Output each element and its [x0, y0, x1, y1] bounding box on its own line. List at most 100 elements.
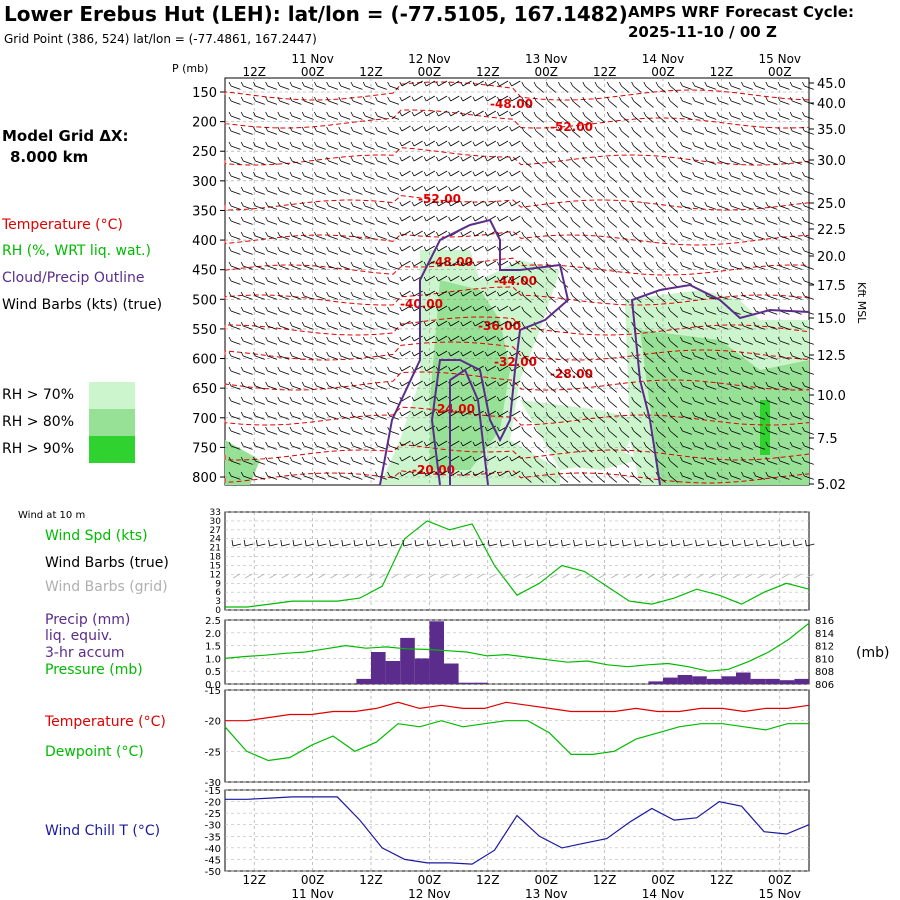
wind-barb-flag	[680, 381, 683, 387]
wind-barb-flag	[301, 171, 305, 177]
wind-barb	[804, 250, 814, 255]
wind-barb-flag	[643, 96, 647, 102]
wind-barb-flag	[631, 336, 634, 342]
wind-barb	[389, 130, 400, 135]
wind-barb-true	[513, 543, 522, 547]
wind-barb	[255, 115, 265, 120]
wind-barb	[365, 280, 375, 285]
wind-barb	[767, 190, 778, 195]
wind-barb	[621, 265, 630, 273]
legend-rh90-swatch	[89, 436, 135, 463]
wind-barb	[608, 370, 618, 378]
wind-barb-true	[330, 543, 339, 547]
wind-barb-flag	[411, 471, 415, 477]
wind-barb	[352, 115, 363, 120]
wind-barb-flag	[228, 231, 232, 237]
wind-barb	[669, 325, 679, 333]
wind-barb-flag	[509, 306, 512, 312]
wind-tick-label: 30	[210, 517, 222, 527]
wind-barb-flag	[240, 336, 244, 342]
wind-barb	[572, 235, 581, 243]
wind-barb-flag	[448, 216, 451, 222]
wind-barb-flag	[789, 426, 793, 432]
wind-barb-flag	[399, 291, 403, 297]
wind-barb-flag	[253, 141, 256, 147]
wind-barb-flag	[399, 246, 403, 252]
wind-barb	[792, 205, 802, 210]
wind-barb-flag	[789, 276, 793, 282]
wind-barb	[767, 310, 778, 315]
wind-barb	[230, 280, 241, 285]
wind-barb	[511, 275, 521, 282]
wind-barb-flag	[802, 396, 805, 402]
wind-barb-flag	[533, 456, 537, 462]
wind-barb-flag	[253, 156, 256, 162]
wind-barb	[645, 460, 654, 468]
wind-barb-flag	[680, 81, 683, 87]
wind-barb	[621, 190, 630, 198]
wind-barb	[779, 235, 790, 240]
wind-barb	[340, 205, 351, 210]
wind-barb-flag	[570, 261, 573, 267]
wind-barb	[230, 130, 241, 135]
wind-barb	[645, 355, 654, 363]
wind-barb-true	[318, 543, 327, 547]
wind-barb-flag	[728, 456, 732, 462]
wind-barb-flag	[472, 186, 476, 192]
wind-barb-flag	[521, 276, 525, 282]
wind-barb	[413, 245, 423, 252]
wind-barb	[572, 340, 581, 348]
wind-barb-flag	[704, 321, 708, 327]
wind-barb-flag	[643, 126, 647, 132]
wind-barb-flag	[362, 291, 366, 297]
wind-barb-flag	[338, 321, 342, 327]
wind-barb	[523, 205, 532, 213]
wind-barb-flag	[314, 351, 317, 357]
wind-barb	[230, 190, 241, 195]
wind-barb	[230, 325, 241, 330]
station-title: Lower Erebus Hut (LEH): lat/lon = (-77.5…	[4, 2, 628, 26]
wind-barb	[291, 220, 302, 225]
wind-barb-flag	[704, 96, 708, 102]
wind-barb	[645, 295, 654, 303]
wind-barb-flag	[277, 366, 281, 372]
wind-barb-flag	[716, 231, 720, 237]
wind-barb	[682, 130, 692, 135]
legend-wind-barbs-grid: Wind Barbs (grid)	[45, 579, 168, 595]
wind-barb-flag	[448, 366, 451, 372]
legend-cloud-outline: Cloud/Precip Outline	[2, 270, 145, 286]
wind-barb-flag	[533, 426, 537, 432]
wind-barb	[743, 250, 753, 255]
wind-barb-flag	[277, 141, 281, 147]
wind-barb	[279, 340, 290, 345]
wind-barb	[547, 430, 557, 438]
wind-barb-flag	[484, 156, 488, 162]
wind-barb-flag	[704, 246, 708, 252]
wind-barb	[608, 280, 618, 288]
wind-barb-flag	[460, 126, 464, 132]
legend-rh70-label: RH > 70%	[2, 387, 75, 403]
wind-barb	[621, 115, 630, 123]
wind-barb	[438, 350, 448, 357]
wind-barb-flag	[704, 111, 708, 117]
pressure-tick-label: 750	[192, 441, 217, 456]
wind-barb-flag	[472, 471, 476, 477]
wind-barb-flag	[338, 111, 342, 117]
wind-barb	[413, 80, 423, 87]
wind-barb-flag	[802, 456, 805, 462]
wind-barb-flag	[375, 471, 378, 477]
precip-bar	[385, 661, 401, 684]
wind-barb	[267, 190, 278, 195]
wind-barb-true-flag	[475, 539, 478, 547]
wind-barb-flag	[423, 156, 427, 162]
wind-barb	[535, 205, 544, 213]
wind-barb-flag	[362, 336, 366, 342]
wind-barb-grid	[659, 573, 668, 579]
wind-barb-flag	[338, 231, 342, 237]
wind-barb-flag	[228, 426, 232, 432]
wind-barb-flag	[240, 411, 244, 417]
wind-barb-flag	[375, 381, 378, 387]
wind-barb-flag	[631, 261, 634, 267]
wind-barb	[523, 355, 532, 363]
wind-barb-flag	[667, 471, 671, 477]
